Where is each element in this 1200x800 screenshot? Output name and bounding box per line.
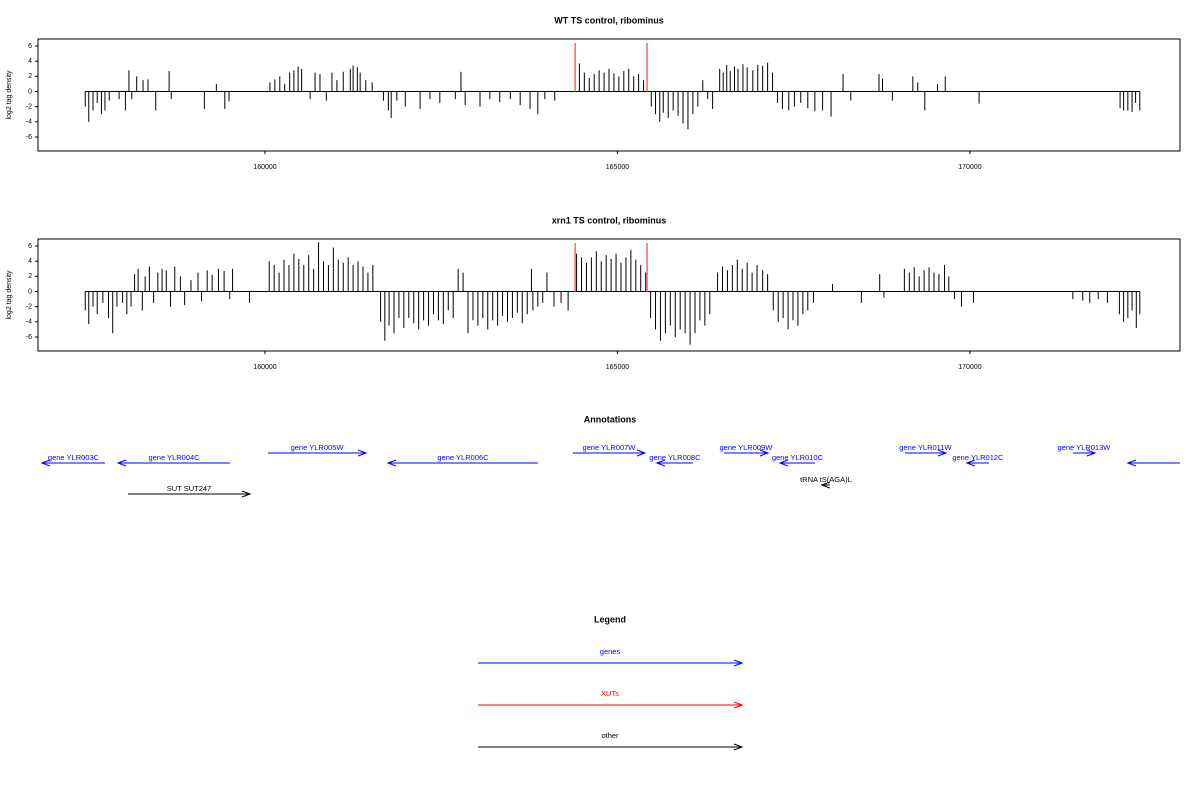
annotation-label: gene YLR008C bbox=[649, 453, 701, 462]
arrow-head bbox=[357, 449, 368, 457]
y-tick-label: -2 bbox=[26, 304, 32, 311]
annotation-label: gene YLR010C bbox=[772, 453, 824, 462]
arrow-head bbox=[386, 459, 397, 467]
y-axis-label: log2 tag density bbox=[6, 70, 13, 120]
y-tick-label: 2 bbox=[28, 73, 32, 80]
annotation-arrow bbox=[1072, 449, 1097, 457]
y-tick-label: -4 bbox=[26, 119, 32, 126]
panel-title: xrn1 TS control, ribominus bbox=[552, 215, 667, 225]
x-tick-label: 170000 bbox=[958, 164, 981, 171]
y-tick-label: 0 bbox=[28, 288, 32, 295]
arrow-head bbox=[820, 481, 831, 489]
arrow-head bbox=[759, 449, 770, 457]
arrow-head bbox=[241, 490, 252, 498]
arrow-head bbox=[733, 743, 744, 751]
annotation-arrow bbox=[904, 449, 948, 457]
annotation-arrow bbox=[572, 449, 647, 457]
arrow-head bbox=[636, 449, 647, 457]
x-tick-label: 165000 bbox=[606, 364, 629, 371]
arrow-head bbox=[937, 449, 948, 457]
legend-label: other bbox=[601, 731, 619, 740]
annotation-label: tRNA tS(AGA)L bbox=[800, 475, 852, 484]
annotation-arrow bbox=[778, 459, 815, 467]
annotations-title: Annotations bbox=[584, 414, 637, 424]
annotation-label: gene YLR012C bbox=[952, 453, 1004, 462]
annotation-label: gene YLR013W bbox=[1058, 443, 1112, 452]
legend-arrow bbox=[478, 701, 744, 709]
annotation-label: SUT SUT247 bbox=[167, 484, 211, 493]
y-tick-label: -2 bbox=[26, 104, 32, 111]
annotation-arrow bbox=[386, 459, 538, 467]
annotation-arrow bbox=[965, 459, 989, 467]
arrow-head bbox=[655, 459, 666, 467]
legend-label: XUTs bbox=[601, 689, 619, 698]
legend-arrow bbox=[478, 743, 744, 751]
annotation-arrow bbox=[116, 459, 231, 467]
y-tick-label: 2 bbox=[28, 273, 32, 280]
annotation-arrow bbox=[655, 459, 693, 467]
y-tick-label: -4 bbox=[26, 319, 32, 326]
annotation-arrow bbox=[723, 449, 770, 457]
y-tick-label: 0 bbox=[28, 88, 32, 95]
annotation-label: gene YLR011W bbox=[899, 443, 952, 452]
arrow-head bbox=[733, 659, 744, 667]
arrow-head bbox=[965, 459, 976, 467]
panel-title: WT TS control, ribominus bbox=[554, 15, 664, 25]
annotation-label: gene YLR004C bbox=[148, 453, 200, 462]
arrow-head bbox=[1086, 449, 1097, 457]
arrow-head bbox=[733, 701, 744, 709]
y-tick-label: -6 bbox=[26, 334, 32, 341]
y-tick-label: 4 bbox=[28, 58, 32, 65]
legend-title: Legend bbox=[594, 614, 626, 624]
annotation-label: gene YLR009W bbox=[719, 443, 773, 452]
annotation-arrow bbox=[1126, 459, 1180, 467]
annotation-label: gene YLR007W bbox=[583, 443, 637, 452]
annotation-arrow bbox=[128, 490, 252, 498]
annotation-label: gene YLR006C bbox=[437, 453, 489, 462]
y-tick-label: 6 bbox=[28, 243, 32, 250]
legend-arrow bbox=[478, 659, 744, 667]
x-tick-label: 170000 bbox=[958, 364, 981, 371]
y-axis-label: log2 tag density bbox=[6, 270, 13, 320]
arrow-head bbox=[1126, 459, 1137, 467]
arrow-head bbox=[778, 459, 789, 467]
legend-label: genes bbox=[600, 647, 621, 656]
y-tick-label: 4 bbox=[28, 258, 32, 265]
annotation-arrow bbox=[268, 449, 368, 457]
x-tick-label: 160000 bbox=[253, 364, 276, 371]
annotation-arrow bbox=[40, 459, 105, 467]
x-tick-label: 165000 bbox=[606, 164, 629, 171]
y-tick-label: -6 bbox=[26, 134, 32, 141]
annotation-arrow bbox=[820, 481, 831, 489]
arrow-head bbox=[116, 459, 127, 467]
annotation-label: gene YLR005W bbox=[291, 443, 345, 452]
y-tick-label: 6 bbox=[28, 43, 32, 50]
annotation-label: gene YLR003C bbox=[48, 453, 100, 462]
plot-frame bbox=[37, 238, 1181, 352]
arrow-head bbox=[40, 459, 51, 467]
plot-frame bbox=[37, 38, 1181, 152]
x-tick-label: 160000 bbox=[253, 164, 276, 171]
